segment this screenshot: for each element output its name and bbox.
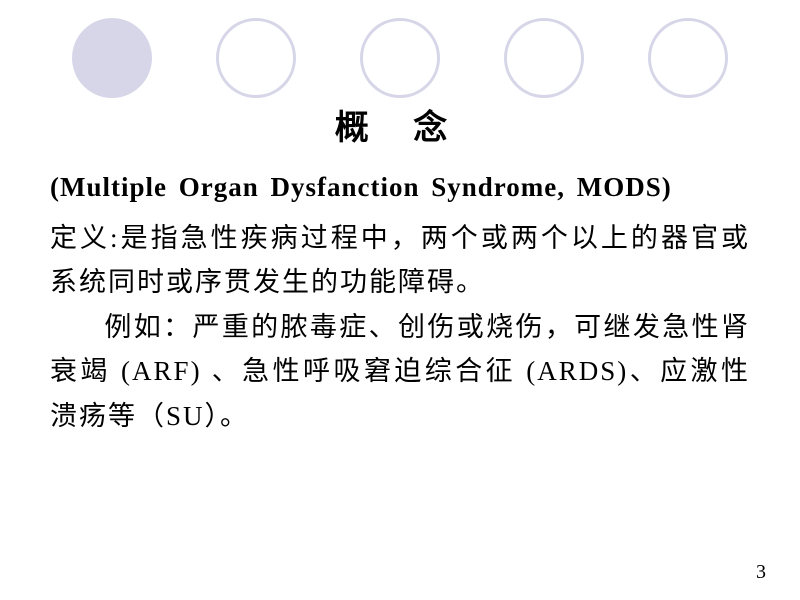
circle-2 [216,18,296,98]
example-text-content: 例如：严重的脓毒症、创伤或烧伤，可继发急性肾衰竭 (ARF) 、急性呼吸窘迫综合… [50,312,750,431]
slide-content: 概 念 (Multiple Organ Dysfanction Syndrome… [50,100,750,438]
slide-subtitle: (Multiple Organ Dysfanction Syndrome, MO… [50,167,750,208]
definition-text: 定义:是指急性疾病过程中，两个或两个以上的器官或系统同时或序贯发生的功能障碍。 [50,216,750,305]
circle-4 [504,18,584,98]
decorative-circles [0,18,800,98]
circle-3 [360,18,440,98]
slide-title: 概 念 [50,100,750,149]
circle-1 [72,18,152,98]
circle-5 [648,18,728,98]
page-number: 3 [756,561,766,584]
example-text: 例如：严重的脓毒症、创伤或烧伤，可继发急性肾衰竭 (ARF) 、急性呼吸窘迫综合… [50,305,750,439]
